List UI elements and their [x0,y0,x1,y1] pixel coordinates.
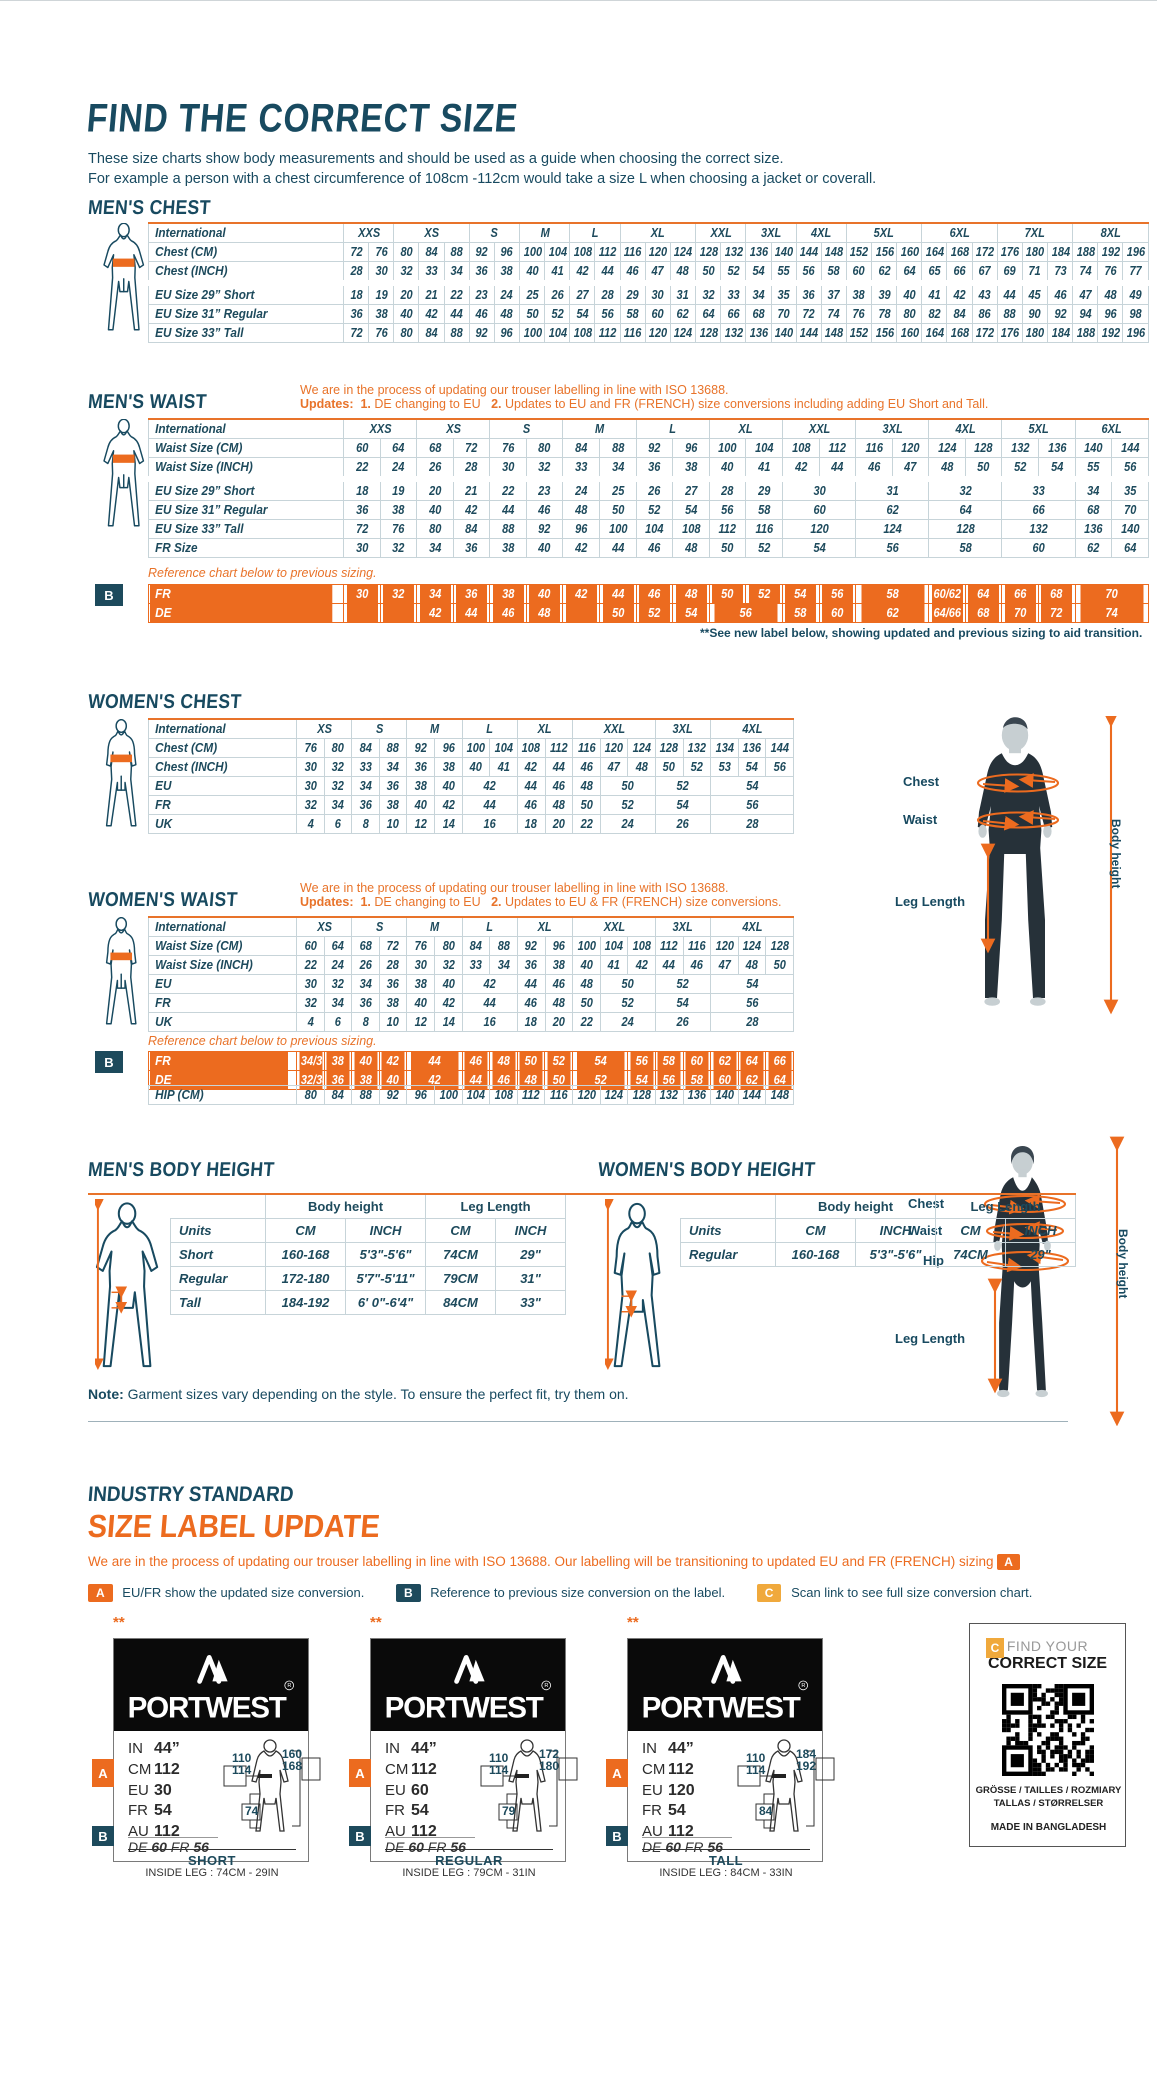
svg-text:R: R [287,1683,291,1689]
svg-text:PORTWEST: PORTWEST [642,1691,801,1724]
svg-text:PORTWEST: PORTWEST [128,1691,287,1724]
svg-text:R: R [544,1683,548,1689]
svg-text:R: R [801,1683,805,1689]
svg-text:PORTWEST: PORTWEST [385,1691,544,1724]
